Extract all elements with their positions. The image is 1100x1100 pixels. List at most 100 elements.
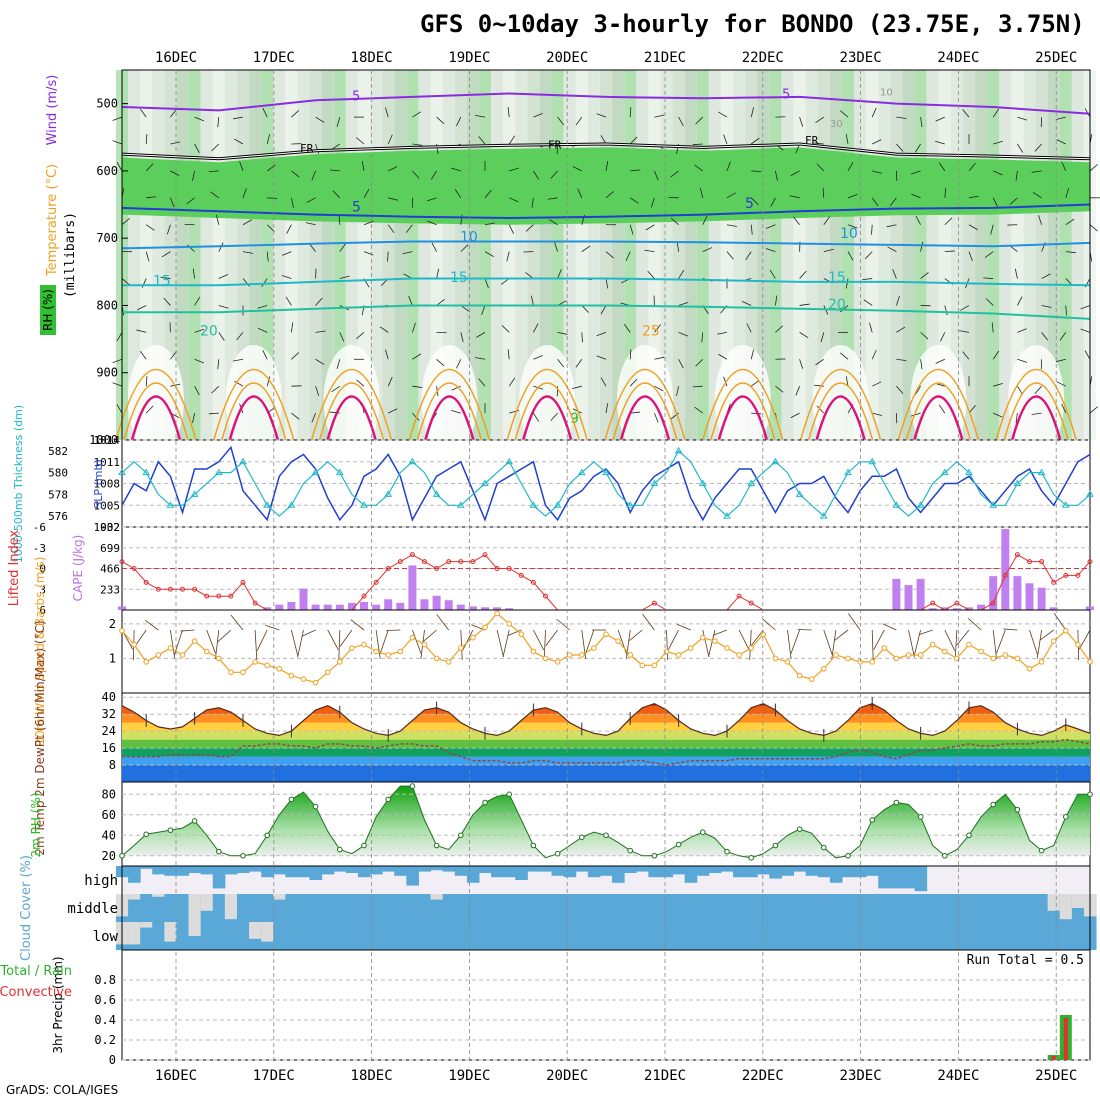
rh-band <box>212 70 225 440</box>
wind-barb <box>1040 629 1054 641</box>
wind-barb <box>496 629 504 657</box>
wind-barb <box>600 305 607 315</box>
cloud-gap <box>249 922 262 939</box>
wind-5-contour <box>121 92 1091 115</box>
thickness-marker <box>214 468 223 476</box>
cape-bar <box>396 602 405 610</box>
wind-speed-marker <box>603 631 609 638</box>
thickness-marker <box>142 468 151 476</box>
wind-barb <box>623 324 631 333</box>
thickness-marker <box>868 457 877 465</box>
wind-barb <box>746 323 752 333</box>
wind-speed-marker <box>978 648 984 655</box>
wind-barb <box>596 355 607 360</box>
legend-rh-swatch <box>40 285 56 335</box>
wind-barb <box>944 187 947 198</box>
rh-band <box>200 70 213 440</box>
wind-barb <box>507 107 510 118</box>
lifted-index-marker <box>930 600 936 606</box>
warm-contour <box>815 395 866 441</box>
date-label-top: 24DEC <box>937 50 979 66</box>
wind-barb <box>161 251 171 258</box>
warm-contour <box>424 395 475 441</box>
rh-dry-pocket <box>128 345 184 455</box>
wind-barb <box>547 197 558 200</box>
wind-barb <box>823 629 833 655</box>
lifted-index-marker <box>1002 572 1008 578</box>
cloud-fill <box>515 866 528 880</box>
thickness-tick-label: 580 <box>48 467 68 480</box>
thickness-marker <box>698 479 707 486</box>
cloud-fill <box>454 894 468 922</box>
wind-barb <box>533 323 539 333</box>
rh-moist-layer <box>122 147 1090 225</box>
date-label-top: 19DEC <box>448 50 490 66</box>
panel-frame <box>121 949 1091 1061</box>
warm-contour <box>913 395 964 441</box>
thickness-marker <box>771 457 780 465</box>
wind-barb <box>1034 385 1042 394</box>
rh-marker <box>167 827 174 833</box>
wind-barb <box>962 109 970 118</box>
wind-barb <box>840 305 849 313</box>
rh-tick-label: 80 <box>102 787 116 801</box>
wind-barb <box>993 170 1003 176</box>
wind-barb <box>386 629 401 631</box>
date-label-bottom: 21DEC <box>644 1068 686 1084</box>
lifted-index-marker <box>1027 559 1032 565</box>
wind-barb <box>336 359 341 369</box>
wind-speed-marker <box>167 645 174 651</box>
thickness-marker <box>747 479 756 486</box>
slp-tick-label: 1005 <box>94 499 121 512</box>
cloud-fill <box>902 922 916 950</box>
cloud-fill <box>757 866 770 875</box>
wind-barb <box>356 332 365 340</box>
thickness-marker <box>287 501 296 508</box>
wind-barb <box>388 408 398 414</box>
wind-barb <box>871 629 874 660</box>
wind-barb <box>1041 305 1052 308</box>
cloud-fill <box>188 866 202 873</box>
wind-speed-marker <box>893 655 900 662</box>
wind-barb <box>456 359 462 369</box>
wind-barb <box>412 353 422 360</box>
cloud-fill <box>333 866 347 872</box>
wind-barb <box>872 412 882 416</box>
cloud-fill <box>551 922 565 950</box>
rh-marker <box>1087 791 1093 798</box>
wind-barb <box>144 619 159 631</box>
cape-tick-label: 932 <box>100 521 120 534</box>
date-label-bottom: 17DEC <box>253 1068 295 1084</box>
date-label-top: 25DEC <box>1035 50 1077 66</box>
wind-barb <box>136 329 147 333</box>
isotherm-5 <box>121 203 1091 220</box>
cloud-gap <box>261 922 274 942</box>
lifted-index-marker <box>1075 572 1081 578</box>
cloud-fill <box>829 894 843 922</box>
wind-barb <box>996 629 1006 654</box>
wind-barb <box>208 412 219 415</box>
wind-barb <box>208 170 219 173</box>
rh-dry-pocket <box>323 345 380 455</box>
cloud-fill <box>321 922 335 950</box>
lifted-index-marker <box>385 566 391 571</box>
wind-barb <box>751 170 762 173</box>
wind-barb <box>1056 116 1066 120</box>
wind-barb <box>968 251 973 262</box>
wind-tick-label: 2 <box>109 617 116 631</box>
cloud-fill <box>636 894 649 922</box>
wind-speed-marker <box>409 634 416 641</box>
wind-speed-marker <box>1050 638 1057 644</box>
wind-barb <box>217 359 220 370</box>
cloud-fill <box>720 866 734 872</box>
wind-barb <box>702 247 713 253</box>
wind-speed-marker <box>566 652 573 658</box>
wind-speed-marker <box>179 652 186 658</box>
wind-barb <box>456 116 462 127</box>
wind-barb <box>577 188 583 198</box>
wind-barb <box>405 224 413 233</box>
wind-speed-marker <box>494 610 500 617</box>
rh-marker <box>191 818 198 824</box>
wind-barb <box>992 350 1000 360</box>
warm-contour <box>1010 395 1062 441</box>
